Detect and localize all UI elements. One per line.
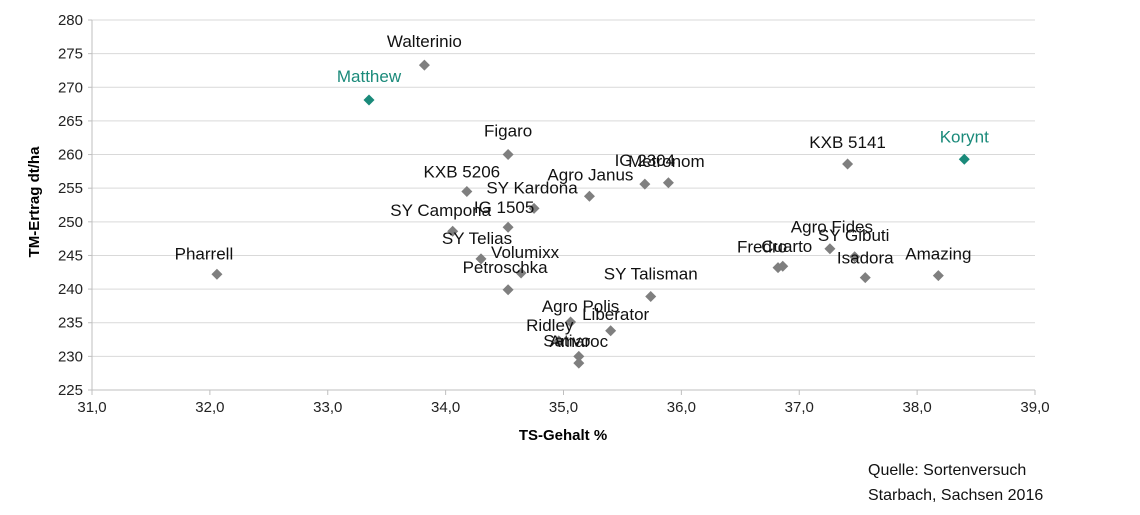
- y-tick-label: 230: [58, 348, 83, 365]
- point-marker-kxb-5141: [842, 158, 854, 170]
- y-tick-label: 270: [58, 79, 83, 96]
- x-tick-label: 38,0: [903, 399, 932, 416]
- x-tick-label: 32,0: [195, 399, 224, 416]
- x-tick-label: 36,0: [667, 399, 696, 416]
- point-marker-sy-gibuti: [849, 251, 861, 263]
- tick-labels: 225 230 235 240 245 250 255 260 265 270 275 280 31,0…: [58, 12, 1050, 416]
- point-label-petroschka: Petroschka: [463, 258, 549, 277]
- point-label-matthew: Matthew: [337, 67, 402, 86]
- point-marker-sy-talisman: [645, 290, 657, 302]
- point-label-sy-kardona: SY Kardona: [486, 178, 578, 197]
- y-tick-label: 245: [58, 247, 83, 264]
- y-tick-label: 255: [58, 180, 83, 197]
- point-label-ig-2304: IG 2304: [615, 151, 676, 170]
- y-tick-label: 235: [58, 315, 83, 332]
- point-label-sy-gibuti: SY Gibuti: [818, 226, 890, 245]
- point-label-liberator: Liberator: [582, 305, 649, 324]
- point-marker-sy-kardona: [528, 202, 540, 214]
- point-label-fredro: Fredro: [737, 238, 787, 257]
- x-tick-label: 31,0: [77, 399, 106, 416]
- point-label-agro-fides: Agro Fides: [791, 218, 873, 237]
- point-label-amazing: Amazing: [905, 245, 971, 264]
- point-marker-agro-janus: [583, 190, 595, 202]
- point-marker-ig-2304: [639, 178, 651, 190]
- point-marker-figaro: [502, 149, 514, 161]
- point-label-pharrell: Pharrell: [175, 244, 234, 263]
- point-label-sy-telias: SY Telias: [442, 229, 512, 248]
- point-label-figaro: Figaro: [484, 122, 532, 141]
- point-label-isadora: Isadora: [837, 249, 894, 268]
- point-label-agro-janus: Agro Janus: [547, 165, 633, 184]
- point-marker-isadora: [859, 272, 871, 284]
- point-label-walterinio: Walterinio: [387, 32, 462, 51]
- point-marker-sy-telias: [475, 253, 487, 265]
- point-marker-ig-1505: [502, 221, 514, 233]
- point-label-korynt: Korynt: [940, 127, 989, 146]
- source-note: Quelle: Sortenversuch Starbach, Sachsen …: [868, 458, 1043, 508]
- point-marker-metronom: [662, 177, 674, 189]
- point-label-sy-talisman: SY Talisman: [604, 264, 698, 283]
- point-marker-volumixx: [515, 267, 527, 279]
- point-label-metronom: Metronom: [628, 152, 705, 171]
- point-marker-amaroc: [573, 357, 585, 369]
- x-tick-label: 35,0: [549, 399, 578, 416]
- x-tick-label: 34,0: [431, 399, 460, 416]
- y-tick-label: 250: [58, 214, 83, 231]
- y-tick-label: 275: [58, 46, 83, 63]
- point-marker-pharrell: [211, 268, 223, 280]
- y-tick-label: 240: [58, 281, 83, 298]
- point-label-sativo: Sativo: [543, 331, 590, 350]
- point-label-sy-campona: SY Campona: [390, 201, 491, 220]
- y-tick-label: 280: [58, 12, 83, 29]
- x-tick-label: 39,0: [1020, 399, 1049, 416]
- x-tick-label: 33,0: [313, 399, 342, 416]
- data-points: [211, 59, 970, 369]
- y-axis-title: TM-Ertrag dt/ha: [26, 146, 43, 257]
- point-marker-walterinio: [418, 59, 430, 71]
- point-marker-ridley: [553, 335, 565, 347]
- point-label-ig-1505: IG 1505: [474, 198, 535, 217]
- point-marker-agro-polis: [565, 316, 577, 328]
- axes: [88, 19, 1036, 395]
- point-label-agro-polis: Agro Polis: [542, 297, 619, 316]
- source-line-1: Quelle: Sortenversuch: [868, 462, 1027, 479]
- x-axis-title: TS-Gehalt %: [519, 427, 607, 444]
- point-label-cuarto: Cuarto: [761, 237, 812, 256]
- point-label-kxb-5141: KXB 5141: [809, 133, 886, 152]
- point-marker-agro-fides: [824, 243, 836, 255]
- point-marker-fredro: [772, 262, 784, 274]
- point-label-ridley: Ridley: [526, 316, 574, 335]
- point-marker-kxb-5206: [461, 186, 473, 198]
- point-marker-petroschka: [502, 284, 514, 296]
- point-marker-korynt: [958, 153, 970, 165]
- point-marker-liberator: [605, 325, 617, 337]
- source-line-2: Starbach, Sachsen 2016: [868, 487, 1044, 504]
- point-label-amaroc: Amaroc: [550, 332, 609, 351]
- point-label-kxb-5206: KXB 5206: [424, 163, 501, 182]
- point-marker-sy-campona: [447, 225, 459, 237]
- point-marker-matthew: [363, 94, 375, 106]
- y-tick-label: 260: [58, 147, 83, 164]
- point-marker-amazing: [932, 270, 944, 282]
- y-tick-label: 225: [58, 382, 83, 399]
- gridlines: [92, 19, 1035, 357]
- x-tick-label: 37,0: [785, 399, 814, 416]
- y-tick-label: 265: [58, 113, 83, 130]
- point-label-volumixx: Volumixx: [491, 243, 560, 262]
- point-marker-sativo: [573, 350, 585, 362]
